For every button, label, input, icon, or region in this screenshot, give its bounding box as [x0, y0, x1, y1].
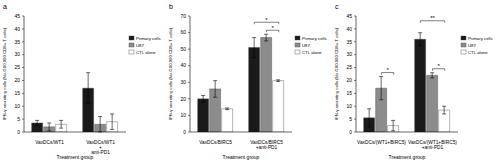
svg-text:45: 45	[346, 13, 352, 19]
svg-text:*: *	[265, 17, 268, 23]
svg-text:VaxDCs/(WT1+BIRC5): VaxDCs/(WT1+BIRC5)	[357, 140, 406, 145]
svg-text:**: **	[430, 15, 435, 21]
svg-text:IFN-γ secreting cells (No./200: IFN-γ secreting cells (No./200,000 CD8+ …	[168, 27, 173, 120]
svg-text:VaxDCs/BIRC5+anti-PD1: VaxDCs/BIRC5+anti-PD1	[250, 140, 283, 150]
svg-text:10: 10	[346, 103, 352, 109]
svg-text:60: 60	[180, 29, 186, 35]
svg-text:0: 0	[349, 129, 352, 135]
svg-text:20: 20	[346, 77, 352, 83]
svg-text:Treatment group: Treatment group	[389, 154, 426, 160]
svg-text:U87: U87	[136, 43, 144, 48]
svg-text:Primary cells: Primary cells	[136, 36, 161, 41]
svg-text:*: *	[386, 67, 389, 73]
svg-text:b: b	[169, 3, 173, 10]
svg-text:CTL alone: CTL alone	[468, 50, 488, 55]
svg-text:45: 45	[14, 13, 20, 19]
svg-text:Treatment group: Treatment group	[223, 154, 260, 160]
svg-text:25: 25	[346, 64, 352, 70]
svg-text:10: 10	[14, 103, 20, 109]
svg-text:VaxDCs/BIRC5: VaxDCs/BIRC5	[199, 140, 232, 145]
svg-text:35: 35	[346, 39, 352, 45]
svg-text:30: 30	[14, 51, 20, 57]
svg-text:20: 20	[180, 96, 186, 102]
svg-text:70: 70	[180, 13, 186, 19]
svg-text:VaxDCs/WT1+anti-PD1: VaxDCs/WT1+anti-PD1	[86, 140, 115, 155]
svg-text:0: 0	[183, 129, 186, 135]
svg-text:CTL alone: CTL alone	[302, 50, 322, 55]
svg-text:15: 15	[14, 90, 20, 96]
svg-text:U87: U87	[468, 43, 476, 48]
svg-text:Treatment group: Treatment group	[57, 154, 94, 160]
svg-text:U87: U87	[302, 43, 310, 48]
svg-text:c: c	[335, 3, 339, 10]
svg-text:40: 40	[180, 62, 186, 68]
svg-text:CTL alone: CTL alone	[136, 50, 156, 55]
svg-text:30: 30	[346, 51, 352, 57]
svg-text:40: 40	[346, 26, 352, 32]
svg-text:5: 5	[17, 116, 20, 122]
svg-text:Primary cells: Primary cells	[468, 36, 492, 41]
svg-text:5: 5	[349, 116, 352, 122]
svg-text:25: 25	[14, 64, 20, 70]
svg-text:*: *	[437, 63, 440, 69]
svg-text:Primary cells: Primary cells	[302, 36, 327, 41]
svg-text:VaxDCs/WT1: VaxDCs/WT1	[35, 140, 64, 145]
svg-text:50: 50	[180, 46, 186, 52]
svg-text:15: 15	[346, 90, 352, 96]
svg-text:10: 10	[180, 112, 186, 118]
svg-text:0: 0	[17, 129, 20, 135]
svg-text:30: 30	[180, 79, 186, 85]
svg-text:IFN-γ secreting cells (No./200: IFN-γ secreting cells (No./200,000 CD8+ …	[334, 27, 339, 120]
svg-text:40: 40	[14, 26, 20, 32]
svg-text:20: 20	[14, 77, 20, 83]
svg-text:35: 35	[14, 39, 20, 45]
svg-text:*: *	[271, 25, 274, 31]
svg-text:VaxDCs/(WT1+BIRC5)+anti-PD1: VaxDCs/(WT1+BIRC5)+anti-PD1	[408, 140, 457, 150]
